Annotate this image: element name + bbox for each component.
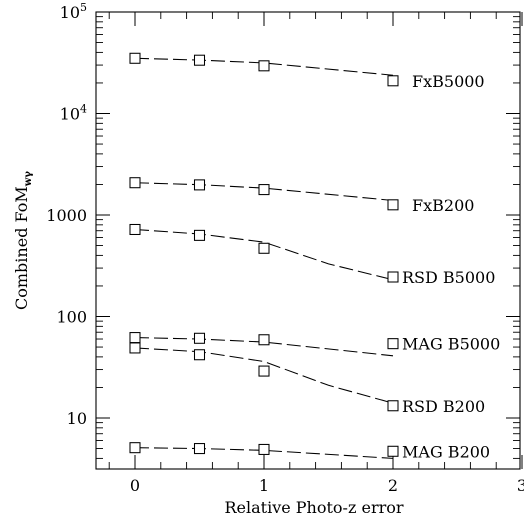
marker-mag-b5000 [258,334,270,346]
y-tick-exponent: 4 [80,103,87,116]
x-tick-label: 2 [388,476,398,495]
marker-fxb5000 [387,75,399,87]
series-label-rsd-b200: RSD B200 [402,397,485,416]
y-tick-label: 104 [60,103,87,124]
marker-rsd-b5000 [129,223,141,236]
y-tick-label: 1000 [46,206,87,225]
axes-layer: 0 1 2 3 10 100 1000 104 105 Relative Photo-z erro… [12,1,524,517]
x-axis-title: Relative Photo-z error [224,498,403,517]
marker-fxb5000 [129,52,141,64]
marker-fxb200 [129,177,141,189]
marker-rsd-b5000 [387,271,399,283]
y-tick-label: 105 [60,1,87,22]
y-tick-label: 10 [67,409,87,428]
series-line-fxb5000 [134,57,394,76]
y-axis-title-subscript: wγ [23,171,34,188]
series-label-fxb5000: FxB5000 [412,72,485,91]
y-axis-title: Combined FoMwγ [12,171,34,310]
y-axis-title-main: Combined FoM [12,186,31,310]
marker-mag-b5000 [387,338,399,350]
x-tick-label: 0 [130,476,140,495]
marker-mag-b200 [258,443,270,455]
y-tick-exponent: 5 [80,1,87,14]
series-label-mag-b200: MAG B200 [402,442,490,461]
series-label-mag-b5000: MAG B5000 [402,335,500,354]
series-label-rsd-b5000: RSD B5000 [402,268,495,287]
series-line-rsd-b200 [134,347,394,404]
series-line-mag-b5000 [134,337,394,357]
marker-mag-b5000 [193,332,206,344]
marker-rsd-b200 [193,349,206,361]
marker-mag-b200 [129,442,141,454]
series-layer [129,52,399,459]
marker-rsd-b5000 [193,229,206,241]
label-layer: FxB5000 FxB200 RSD B5000 MAG B5000 RSD B200 M… [402,72,500,461]
series-line-mag-b200 [134,447,394,459]
series-line-rsd-b5000 [134,228,394,281]
x-tick-label: 3 [517,476,524,495]
marker-mag-b200 [387,445,399,457]
marker-fxb200 [193,179,206,191]
y-tick-label: 100 [56,308,87,327]
marker-fxb200 [387,199,399,211]
plot-frame [95,11,521,470]
series-label-fxb200: FxB200 [412,196,474,215]
marker-mag-b5000 [129,332,141,344]
marker-rsd-b200 [258,365,270,377]
marker-mag-b200 [193,443,206,455]
marker-fxb5000 [258,60,270,72]
marker-rsd-b200 [129,342,141,354]
x-tick-label: 1 [259,476,269,495]
marker-rsd-b5000 [258,242,270,254]
marker-fxb200 [258,184,270,196]
series-line-fxb200 [134,182,394,202]
marker-rsd-b200 [387,400,399,412]
marker-fxb5000 [193,54,206,66]
